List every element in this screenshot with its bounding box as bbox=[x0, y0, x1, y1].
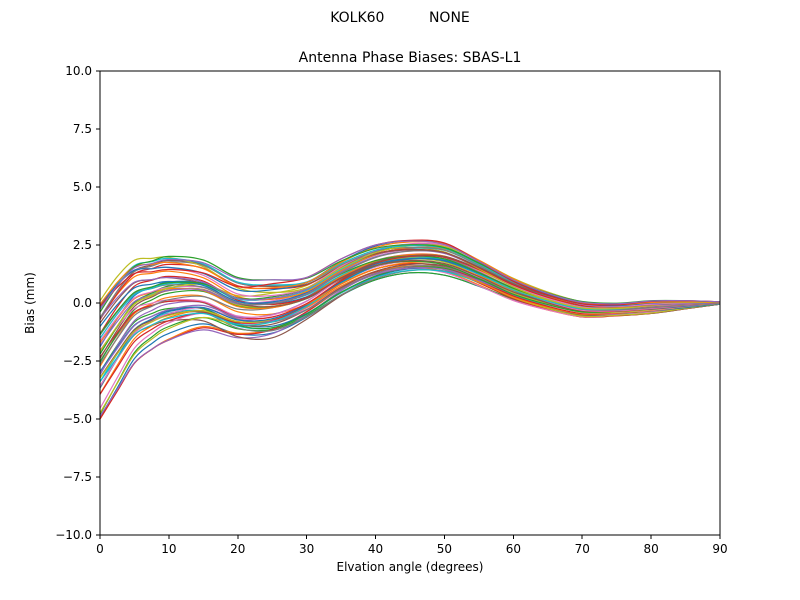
series-line bbox=[99, 244, 721, 313]
x-tick-label: 40 bbox=[368, 542, 383, 556]
chart-title: Antenna Phase Biases: SBAS-L1 bbox=[298, 50, 522, 66]
x-tick-label: 20 bbox=[230, 542, 245, 556]
axis-ticks bbox=[96, 70, 721, 539]
x-tick-label: 0 bbox=[96, 542, 104, 556]
x-axis-label: Elvation angle (degrees) bbox=[336, 560, 484, 574]
x-tick-label: 10 bbox=[161, 542, 176, 556]
y-tick-label: 5.0 bbox=[73, 180, 92, 194]
figure-suptitle: KOLK60 NONE bbox=[330, 10, 470, 26]
x-tick-label: 60 bbox=[506, 542, 521, 556]
y-tick-label: 0.0 bbox=[73, 296, 92, 310]
series-line bbox=[99, 240, 721, 310]
x-tick-label: 80 bbox=[643, 542, 658, 556]
y-tick-label: 2.5 bbox=[73, 238, 92, 252]
y-axis-label: Bias (mm) bbox=[23, 272, 37, 334]
series-line bbox=[99, 271, 721, 415]
axes-spines bbox=[99, 70, 721, 536]
y-tick-label: 7.5 bbox=[73, 122, 92, 136]
x-tick-label: 30 bbox=[299, 542, 314, 556]
x-tick-label: 70 bbox=[575, 542, 590, 556]
y-tick-label: 10.0 bbox=[65, 64, 92, 78]
series-lines bbox=[99, 239, 721, 420]
series-line bbox=[99, 271, 721, 419]
x-tick-label: 50 bbox=[437, 542, 452, 556]
axis-tick-labels: 0 10 20 30 40 50 60 70 80 90 −10.0 −7.5 −5.0 −2.5 0.0 2… bbox=[55, 64, 727, 556]
y-tick-label: −7.5 bbox=[63, 470, 92, 484]
x-tick-label: 90 bbox=[712, 542, 727, 556]
y-tick-label: −5.0 bbox=[63, 412, 92, 426]
y-tick-label: −10.0 bbox=[55, 528, 92, 542]
y-tick-label: −2.5 bbox=[63, 354, 92, 368]
